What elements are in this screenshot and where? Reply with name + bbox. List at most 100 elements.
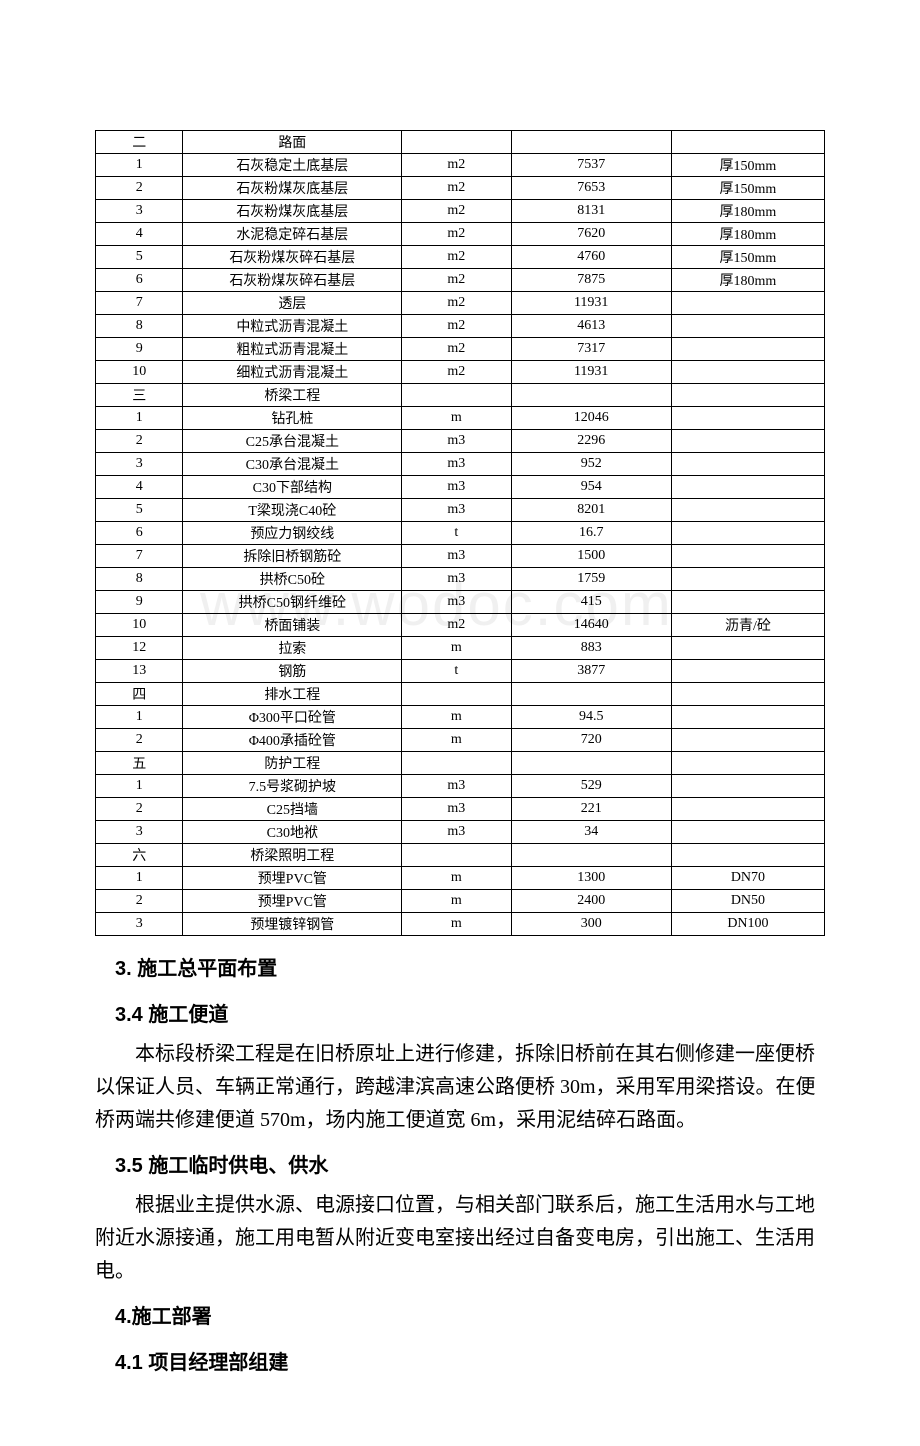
table-cell: m2 xyxy=(402,338,511,361)
table-cell: m2 xyxy=(402,223,511,246)
table-cell: m2 xyxy=(402,361,511,384)
table-cell: 桥梁工程 xyxy=(183,384,402,407)
heading-4: 4.施工部署 xyxy=(95,1300,825,1334)
table-row: 4C30下部结构m3954 xyxy=(96,476,825,499)
table-cell xyxy=(671,384,824,407)
table-cell: 7317 xyxy=(511,338,671,361)
table-cell: 2296 xyxy=(511,430,671,453)
table-cell xyxy=(671,361,824,384)
table-cell: DN100 xyxy=(671,913,824,936)
heading-3-4: 3.4 施工便道 xyxy=(95,998,825,1032)
table-cell: 2 xyxy=(96,430,183,453)
table-cell: m2 xyxy=(402,200,511,223)
table-cell: 钻孔桩 xyxy=(183,407,402,430)
table-cell: 1 xyxy=(96,706,183,729)
table-cell xyxy=(511,752,671,775)
table-cell: DN70 xyxy=(671,867,824,890)
heading-3-5: 3.5 施工临时供电、供水 xyxy=(95,1149,825,1183)
table-cell: 拱桥C50砼 xyxy=(183,568,402,591)
table-cell: 221 xyxy=(511,798,671,821)
table-cell: m2 xyxy=(402,292,511,315)
table-row: 四排水工程 xyxy=(96,683,825,706)
table-cell: 2 xyxy=(96,798,183,821)
table-cell: m2 xyxy=(402,315,511,338)
table-row: 二路面 xyxy=(96,131,825,154)
table-row: 六桥梁照明工程 xyxy=(96,844,825,867)
table-cell: 1300 xyxy=(511,867,671,890)
table-cell: 水泥稳定碎石基层 xyxy=(183,223,402,246)
table-cell xyxy=(671,476,824,499)
table-cell: 预埋PVC管 xyxy=(183,867,402,890)
table-row: 5石灰粉煤灰碎石基层m24760厚150mm xyxy=(96,246,825,269)
table-cell: 沥青/砼 xyxy=(671,614,824,637)
table-cell xyxy=(671,821,824,844)
table-cell: 4613 xyxy=(511,315,671,338)
table-cell: C25承台混凝土 xyxy=(183,430,402,453)
table-cell: m2 xyxy=(402,154,511,177)
table-cell: 2 xyxy=(96,729,183,752)
table-row: 2C25挡墙m3221 xyxy=(96,798,825,821)
table-row: 三桥梁工程 xyxy=(96,384,825,407)
table-cell: m xyxy=(402,637,511,660)
table-cell: 石灰粉煤灰碎石基层 xyxy=(183,246,402,269)
table-cell: 13 xyxy=(96,660,183,683)
table-cell: 三 xyxy=(96,384,183,407)
table-cell xyxy=(671,315,824,338)
table-cell: 透层 xyxy=(183,292,402,315)
table-row: 2Φ400承插砼管m720 xyxy=(96,729,825,752)
table-cell: 12 xyxy=(96,637,183,660)
table-cell xyxy=(671,637,824,660)
table-cell: 6 xyxy=(96,269,183,292)
table-cell: 6 xyxy=(96,522,183,545)
table-row: 5T梁现浇C40砼m38201 xyxy=(96,499,825,522)
table-cell: 7653 xyxy=(511,177,671,200)
table-cell: 14640 xyxy=(511,614,671,637)
table-cell: 883 xyxy=(511,637,671,660)
table-cell: 3 xyxy=(96,913,183,936)
table-cell: 石灰粉煤灰底基层 xyxy=(183,200,402,223)
table-row: 12拉索m883 xyxy=(96,637,825,660)
table-cell: 7 xyxy=(96,292,183,315)
table-cell xyxy=(511,683,671,706)
table-cell: 11931 xyxy=(511,292,671,315)
heading-3: 3. 施工总平面布置 xyxy=(95,952,825,986)
table-cell xyxy=(671,660,824,683)
table-row: 2预埋PVC管m2400DN50 xyxy=(96,890,825,913)
table-cell: 厚180mm xyxy=(671,200,824,223)
table-cell: 3 xyxy=(96,200,183,223)
table-cell: 拱桥C50钢纤维砼 xyxy=(183,591,402,614)
table-cell xyxy=(511,131,671,154)
table-cell: 排水工程 xyxy=(183,683,402,706)
table-cell: 路面 xyxy=(183,131,402,154)
table-cell: m3 xyxy=(402,545,511,568)
table-cell: m3 xyxy=(402,499,511,522)
table-cell: 细粒式沥青混凝土 xyxy=(183,361,402,384)
table-cell: 1759 xyxy=(511,568,671,591)
table-cell: 952 xyxy=(511,453,671,476)
table-cell: m xyxy=(402,890,511,913)
table-cell: 1 xyxy=(96,154,183,177)
table-cell: 94.5 xyxy=(511,706,671,729)
table-cell: 3 xyxy=(96,821,183,844)
table-cell: 粗粒式沥青混凝土 xyxy=(183,338,402,361)
table-cell: 四 xyxy=(96,683,183,706)
table-cell: 4 xyxy=(96,223,183,246)
table-row: 6石灰粉煤灰碎石基层m27875厚180mm xyxy=(96,269,825,292)
table-row: 7透层m211931 xyxy=(96,292,825,315)
table-cell: 防护工程 xyxy=(183,752,402,775)
table-cell: 二 xyxy=(96,131,183,154)
table-cell xyxy=(671,338,824,361)
table-cell: m3 xyxy=(402,775,511,798)
engineering-quantity-table: 二路面1石灰稳定土底基层m27537厚150mm2石灰粉煤灰底基层m27653厚… xyxy=(95,130,825,936)
table-cell xyxy=(671,430,824,453)
table-cell: 16.7 xyxy=(511,522,671,545)
table-cell: 桥面铺装 xyxy=(183,614,402,637)
table-cell: 415 xyxy=(511,591,671,614)
table-cell xyxy=(402,384,511,407)
table-cell: t xyxy=(402,660,511,683)
table-cell: 六 xyxy=(96,844,183,867)
table-cell: C25挡墙 xyxy=(183,798,402,821)
table-cell: m3 xyxy=(402,821,511,844)
table-row: 10细粒式沥青混凝土m211931 xyxy=(96,361,825,384)
table-cell xyxy=(671,729,824,752)
